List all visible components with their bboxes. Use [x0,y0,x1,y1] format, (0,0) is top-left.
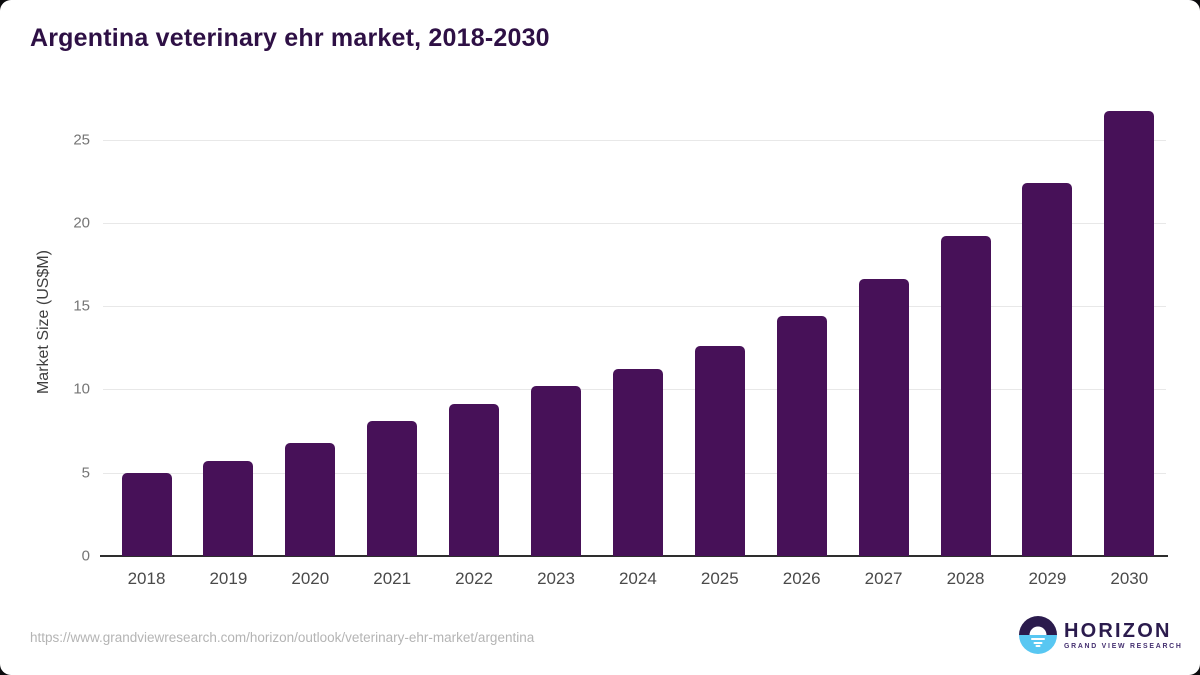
logo-text: HORIZON GRAND VIEW RESEARCH [1064,621,1183,650]
bar-2029 [1022,182,1073,556]
source-url: https://www.grandviewresearch.com/horizo… [30,630,535,645]
y-tick-label-5: 5 [81,464,90,482]
x-axis-line [100,555,1168,557]
chart-title: Argentina veterinary ehr market, 2018-20… [30,24,550,52]
y-tick-label-10: 10 [73,380,90,398]
x-tick-label-2020: 2020 [291,569,330,588]
bar-2030 [1104,111,1155,556]
bar-2025 [694,346,745,556]
horizon-logo-icon [1019,616,1057,654]
y-tick-label-25: 25 [73,131,90,148]
y-tick-label-20: 20 [73,214,90,232]
x-tick-label-2027: 2027 [864,569,903,588]
bar-2019 [203,461,254,556]
bar-2023 [531,386,581,556]
x-tick-label-2030: 2030 [1110,569,1149,588]
x-tick-label-2028: 2028 [946,569,985,588]
x-tick-label-2025: 2025 [700,569,739,588]
x-tick-label-2019: 2019 [209,569,248,588]
x-tick-label-2018: 2018 [127,569,166,588]
bar-2028 [940,236,991,556]
logo-reflection-line [1035,645,1041,647]
logo-brand-name: HORIZON [1064,619,1172,642]
bar-2020 [285,442,336,556]
bar-2027 [858,279,909,556]
logo-reflection-line [1031,637,1045,640]
x-tick-label-2023: 2023 [537,569,575,588]
y-tick-label-0: 0 [81,547,90,565]
bar-2024 [612,369,663,556]
x-tick-label-2029: 2029 [1028,569,1067,588]
bar-2021 [367,421,418,556]
logo-water [1019,635,1057,654]
logo-reflection-line [1033,641,1043,644]
gridline-y-25 [103,139,1166,141]
x-tick-label-2026: 2026 [782,569,821,588]
logo-sub-brand: GRAND VIEW RESEARCH [1064,642,1183,650]
bar-2018 [121,472,172,556]
logo-sky [1019,616,1057,635]
x-tick-label-2024: 2024 [618,569,657,588]
gridline-y-20 [103,222,1166,224]
horizon-logo: HORIZON GRAND VIEW RESEARCH [1019,616,1183,654]
x-tick-label-2022: 2022 [455,569,493,588]
x-tick-label-2021: 2021 [373,569,412,588]
bar-2022 [449,404,500,556]
gridline-y-15 [103,306,1166,308]
y-tick-label-15: 15 [73,297,90,315]
bar-2026 [776,316,827,556]
